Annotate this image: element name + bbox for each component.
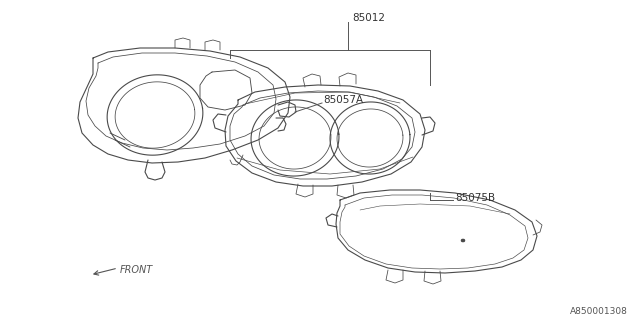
Text: 85075B: 85075B — [455, 193, 495, 203]
Text: FRONT: FRONT — [120, 265, 153, 275]
Text: A850001308: A850001308 — [570, 308, 628, 316]
Text: 85012: 85012 — [352, 13, 385, 23]
Text: 85057A: 85057A — [323, 95, 363, 105]
